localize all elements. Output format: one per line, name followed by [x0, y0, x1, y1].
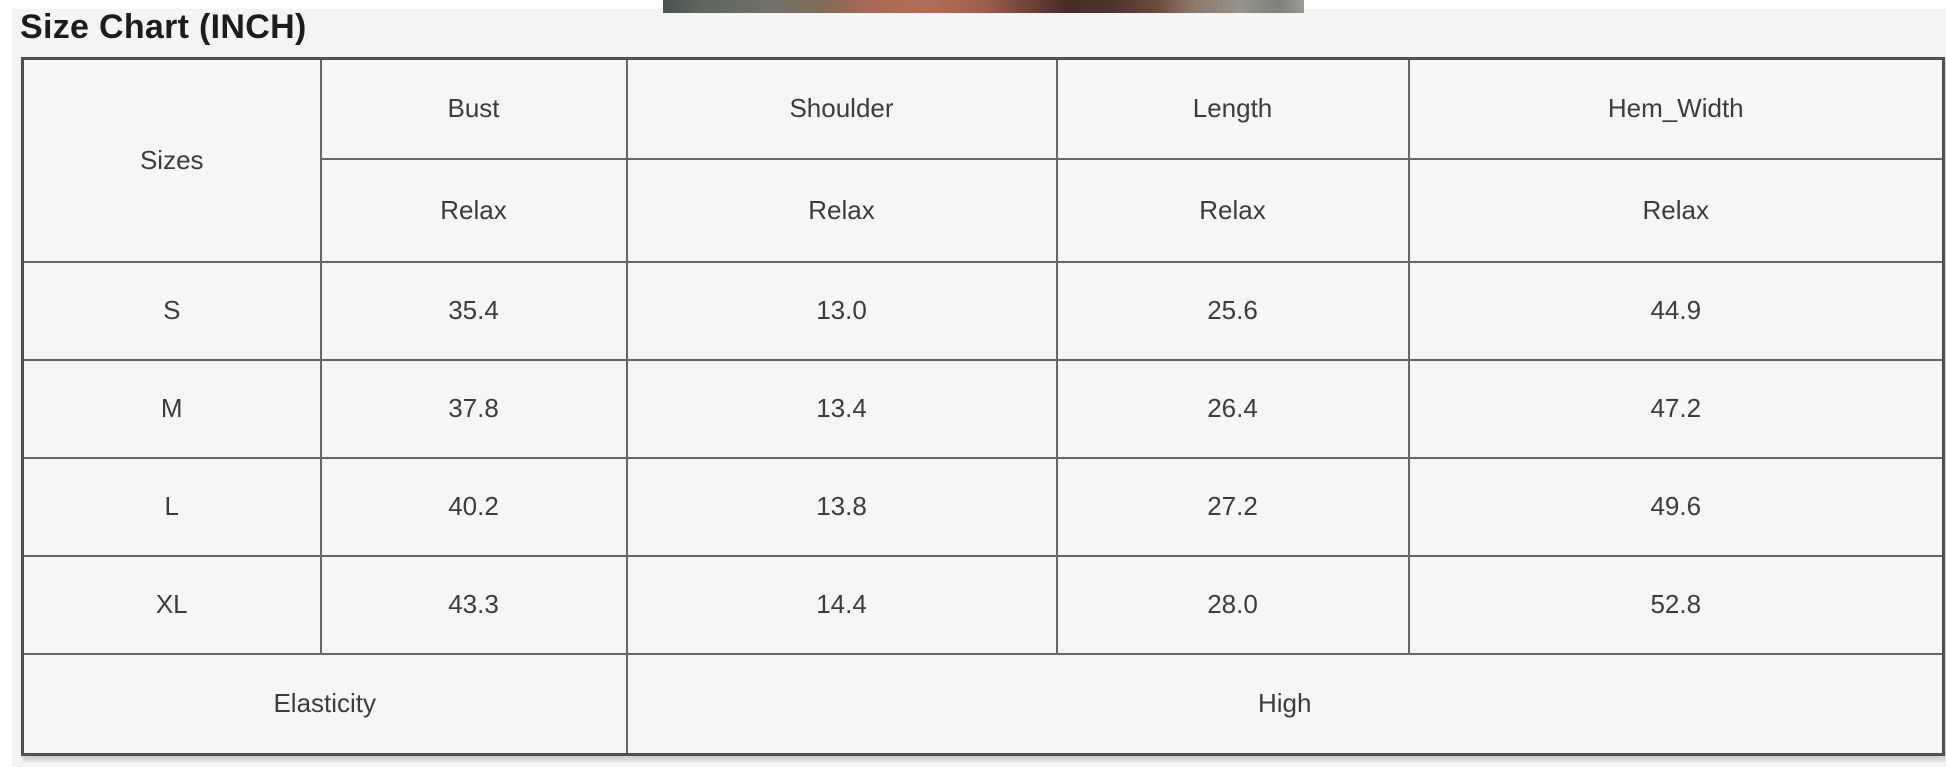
product-photo-fragment: [663, 0, 1304, 13]
fit-type-row: Relax Relax Relax Relax: [23, 157, 1945, 263]
fit-type-cell-length: Relax: [1055, 157, 1410, 263]
measurement-value-cell: 14.4: [625, 554, 1058, 655]
fit-type-cell-hem-width: Relax: [1407, 157, 1945, 263]
measurement-value-cell: 37.8: [319, 358, 628, 459]
measurement-value-cell: 44.9: [1407, 260, 1945, 361]
size-row-m: M 37.8 13.4 26.4 47.2: [21, 358, 1945, 459]
measurement-value-cell: 27.2: [1055, 456, 1410, 557]
measure-header-cell-bust: Bust: [319, 57, 628, 160]
measurement-value-cell: 43.3: [319, 554, 628, 655]
size-chart-title: Size Chart (INCH): [20, 8, 307, 46]
measure-header-cell-shoulder: Shoulder: [625, 57, 1058, 160]
size-row-s: S 35.4 13.0 25.6 44.9: [21, 260, 1945, 361]
size-chart-table: Sizes Bust Shoulder Length Hem_Width Rel…: [21, 57, 1945, 756]
sizes-header-cell: Sizes: [21, 57, 322, 263]
measurement-value-cell: 35.4: [319, 260, 628, 361]
header-row: Sizes Bust Shoulder Length Hem_Width: [21, 57, 1945, 263]
size-label-cell: L: [21, 456, 322, 557]
measurement-value-cell: 13.4: [625, 358, 1058, 459]
size-row-l: L 40.2 13.8 27.2 49.6: [21, 456, 1945, 557]
measurement-value-cell: 25.6: [1055, 260, 1410, 361]
measurement-value-cell: 26.4: [1055, 358, 1410, 459]
measurement-value-cell: 49.6: [1407, 456, 1945, 557]
elasticity-value-cell: High: [625, 652, 1945, 756]
elasticity-label-cell: Elasticity: [21, 652, 628, 756]
fit-type-cell-shoulder: Relax: [625, 157, 1058, 263]
size-row-xl: XL 43.3 14.4 28.0 52.8: [21, 554, 1945, 655]
measurement-value-cell: 13.8: [625, 456, 1058, 557]
size-label-cell: XL: [21, 554, 322, 655]
size-label-cell: M: [21, 358, 322, 459]
measurement-value-cell: 40.2: [319, 456, 628, 557]
measurement-value-cell: 28.0: [1055, 554, 1410, 655]
measurement-value-cell: 13.0: [625, 260, 1058, 361]
measurement-value-cell: 47.2: [1407, 358, 1945, 459]
measurement-value-cell: 52.8: [1407, 554, 1945, 655]
measure-header-cell-hem-width: Hem_Width: [1407, 57, 1945, 160]
measure-header-cell-length: Length: [1055, 57, 1410, 160]
elasticity-row: Elasticity High: [21, 652, 1945, 756]
size-label-cell: S: [21, 260, 322, 361]
fit-type-cell-bust: Relax: [319, 157, 628, 263]
